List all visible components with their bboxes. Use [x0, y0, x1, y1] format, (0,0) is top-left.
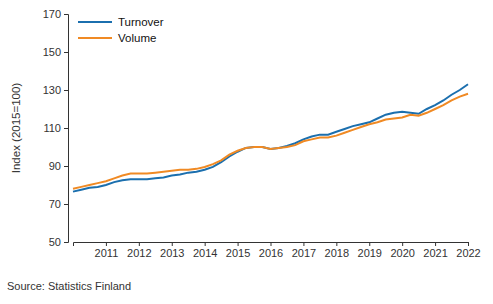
x-tick-label: 2011 — [95, 247, 119, 259]
x-tick: 2012 — [127, 242, 151, 259]
y-axis: 50 70 90 110 130 150 170 — [43, 8, 69, 248]
y-tick: 130 — [43, 84, 68, 96]
lines — [73, 84, 468, 191]
legend-swatch — [78, 21, 112, 23]
y-tick-label: 70 — [49, 198, 61, 210]
legend-item: Turnover — [78, 16, 164, 28]
x-tick-label: 2014 — [193, 247, 217, 259]
x-tick: 2013 — [160, 242, 184, 259]
y-tick-mark — [64, 52, 68, 53]
x-tick-label: 2015 — [226, 247, 250, 259]
legend-swatch — [78, 37, 112, 39]
y-tick-mark — [64, 204, 68, 205]
x-tick: 2015 — [226, 242, 250, 259]
x-tick: 2020 — [390, 242, 414, 259]
x-axis-line — [74, 243, 469, 247]
x-tick-label: 2016 — [259, 247, 283, 259]
y-tick-label: 50 — [49, 236, 61, 248]
y-tick-label: 170 — [43, 8, 61, 20]
y-tick-label: 150 — [43, 46, 61, 58]
x-tick-label: 2021 — [423, 247, 447, 259]
y-tick-label: 110 — [43, 122, 61, 134]
x-tick: 2019 — [358, 242, 382, 259]
y-tick: 170 — [43, 8, 68, 20]
legend-label: Turnover — [118, 16, 164, 28]
x-tick: 2022 — [456, 242, 480, 259]
x-tick-mark — [369, 242, 370, 246]
x-tick-mark — [106, 242, 107, 246]
legend-label: Volume — [118, 32, 156, 44]
x-tick-label: 2013 — [160, 247, 184, 259]
y-tick: 50 — [49, 236, 68, 248]
x-tick-mark — [205, 242, 206, 246]
x-tick: 2018 — [325, 242, 349, 259]
y-tick: 90 — [49, 160, 68, 172]
y-tick: 110 — [43, 122, 68, 134]
x-tick-mark — [271, 242, 272, 246]
y-tick-mark — [64, 242, 68, 243]
y-axis-line — [64, 15, 69, 243]
x-tick-mark — [468, 242, 469, 246]
x-tick: 2017 — [292, 242, 316, 259]
y-tick-label: 90 — [49, 160, 61, 172]
x-tick-mark — [139, 242, 140, 246]
y-tick: 150 — [43, 46, 68, 58]
x-tick: 2016 — [259, 242, 283, 259]
x-tick: 2014 — [193, 242, 217, 259]
y-tick-mark — [64, 14, 68, 15]
legend-item: Volume — [78, 32, 156, 44]
legend: Turnover Volume — [78, 16, 164, 44]
x-tick-label: 2019 — [358, 247, 382, 259]
x-tick-mark — [172, 242, 173, 246]
source-note: Source: Statistics Finland — [7, 280, 131, 292]
y-tick-mark — [64, 128, 68, 129]
y-tick-mark — [64, 166, 68, 167]
y-axis-title: Index (2015=100) — [10, 83, 22, 174]
y-tick-mark — [64, 90, 68, 91]
x-tick-mark — [402, 242, 403, 246]
x-tick: 2021 — [423, 242, 447, 259]
x-axis: 2011 2012 2013 2014 2015 2016 2017 2018 2019 2020… — [74, 242, 481, 259]
series-line — [73, 94, 468, 189]
chart: 5070901101301501702011201220132014201520… — [0, 0, 493, 304]
x-tick-mark — [336, 242, 337, 246]
x-tick-label: 2012 — [127, 247, 151, 259]
x-tick-label: 2022 — [456, 247, 480, 259]
y-tick-label: 130 — [43, 84, 61, 96]
x-tick-label: 2018 — [325, 247, 349, 259]
x-tick-label: 2020 — [390, 247, 414, 259]
x-tick-mark — [435, 242, 436, 246]
x-tick-mark — [238, 242, 239, 246]
x-tick-mark — [303, 242, 304, 246]
x-tick: 2011 — [95, 242, 119, 259]
series-line — [73, 84, 468, 191]
x-tick-label: 2017 — [292, 247, 316, 259]
y-tick: 70 — [49, 198, 68, 210]
